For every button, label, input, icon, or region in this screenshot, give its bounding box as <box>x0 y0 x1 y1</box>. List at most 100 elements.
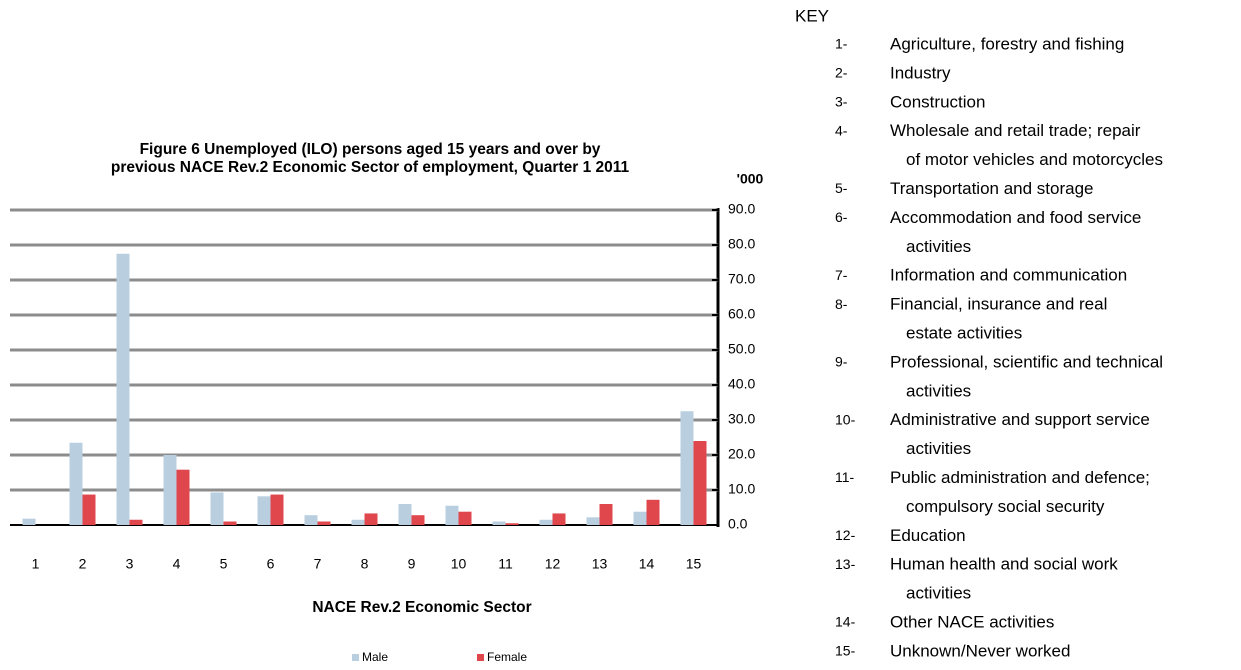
x-tick-label: 9 <box>408 556 416 572</box>
key-text: Wholesale and retail trade; repair <box>890 121 1141 140</box>
key-number: 3- <box>835 94 848 110</box>
x-tick-label: 8 <box>361 556 369 572</box>
bar <box>458 511 472 525</box>
bar <box>176 469 190 525</box>
key-text: activities <box>906 381 971 400</box>
key-text: Agriculture, forestry and fishing <box>890 34 1124 53</box>
x-tick-label: 7 <box>314 556 322 572</box>
x-tick-label: 11 <box>498 556 513 572</box>
key-text: Public administration and defence; <box>890 468 1150 487</box>
y-axis-unit: '000 <box>737 171 764 187</box>
y-tick-label: 50.0 <box>728 341 755 357</box>
key-text: Administrative and support service <box>890 410 1150 429</box>
bar <box>116 253 130 525</box>
bar <box>586 517 600 525</box>
key-text: Information and communication <box>890 266 1127 285</box>
y-tick-label: 80.0 <box>728 236 755 252</box>
key-text: Financial, insurance and real <box>890 295 1107 314</box>
chart-title: Figure 6 Unemployed (ILO) persons aged 1… <box>140 141 601 158</box>
key-number: 11- <box>835 469 855 485</box>
bar <box>680 411 694 525</box>
key-text: activities <box>906 584 971 603</box>
x-tick-label: 12 <box>545 556 561 572</box>
bar <box>552 513 566 525</box>
bar <box>270 494 284 525</box>
x-tick-label: 3 <box>126 556 134 572</box>
key-text: activities <box>906 237 971 256</box>
bar <box>445 505 459 525</box>
y-tick-label: 30.0 <box>728 411 755 427</box>
bar <box>411 515 425 525</box>
x-tick-label: 1 <box>32 556 40 572</box>
key-text: Construction <box>890 92 985 111</box>
key-text: Transportation and storage <box>890 179 1094 198</box>
x-tick-label: 2 <box>79 556 87 572</box>
x-tick-label: 10 <box>451 556 467 572</box>
y-tick-label: 40.0 <box>728 376 755 392</box>
bar <box>633 511 647 525</box>
bar <box>693 441 707 525</box>
bar <box>69 442 83 525</box>
bar <box>257 496 271 525</box>
key-number: 4- <box>835 122 848 138</box>
key-number: 13- <box>835 556 856 572</box>
bar <box>599 504 613 525</box>
key-number: 10- <box>835 411 856 427</box>
bar <box>317 521 331 525</box>
key-text: Professional, scientific and technical <box>890 352 1163 371</box>
bar <box>505 523 519 525</box>
key-text: of motor vehicles and motorcycles <box>906 150 1163 169</box>
key-text: estate activities <box>906 323 1022 342</box>
bar <box>82 494 96 525</box>
x-axis-label: NACE Rev.2 Economic Sector <box>312 599 531 616</box>
key-text: Human health and social work <box>890 555 1118 574</box>
bar <box>398 504 412 525</box>
chart-title: previous NACE Rev.2 Economic Sector of e… <box>111 159 630 176</box>
bar <box>304 515 318 525</box>
bar <box>539 519 553 525</box>
key-text: Unknown/Never worked <box>890 641 1070 660</box>
legend-label: Female <box>487 650 527 664</box>
bar <box>646 499 660 525</box>
x-tick-label: 13 <box>592 556 608 572</box>
x-tick-label: 6 <box>267 556 275 572</box>
key-title: KEY <box>795 6 829 25</box>
y-tick-label: 70.0 <box>728 271 755 287</box>
legend-swatch <box>352 654 359 661</box>
y-tick-label: 10.0 <box>728 481 755 497</box>
y-tick-label: 60.0 <box>728 306 755 322</box>
bar <box>492 521 506 525</box>
key-text: Accommodation and food service <box>890 208 1141 227</box>
key-text: compulsory social security <box>906 497 1105 516</box>
key-number: 8- <box>835 296 848 312</box>
key-number: 7- <box>835 267 848 283</box>
key-number: 14- <box>835 614 856 630</box>
key-text: Education <box>890 526 966 545</box>
bar <box>22 518 36 525</box>
key-number: 12- <box>835 527 856 543</box>
y-tick-label: 20.0 <box>728 446 755 462</box>
y-tick-label: 90.0 <box>728 201 755 217</box>
x-tick-label: 14 <box>639 556 655 572</box>
bar <box>210 492 224 525</box>
key-number: 2- <box>835 65 848 81</box>
y-tick-label: 0.0 <box>728 516 748 532</box>
key-number: 6- <box>835 209 848 225</box>
x-tick-label: 5 <box>220 556 228 572</box>
legend-swatch <box>477 654 484 661</box>
key-number: 15- <box>835 643 856 659</box>
x-tick-label: 15 <box>686 556 702 572</box>
key-number: 9- <box>835 354 848 370</box>
bar <box>351 519 365 525</box>
key-text: Industry <box>890 63 951 82</box>
key-text: Other NACE activities <box>890 612 1054 631</box>
bar <box>223 521 237 525</box>
legend-label: Male <box>362 650 388 664</box>
key-number: 5- <box>835 180 848 196</box>
key-number: 1- <box>835 36 848 52</box>
bar <box>364 513 378 525</box>
bar <box>163 455 177 525</box>
x-tick-label: 4 <box>173 556 181 572</box>
bar <box>129 519 143 525</box>
